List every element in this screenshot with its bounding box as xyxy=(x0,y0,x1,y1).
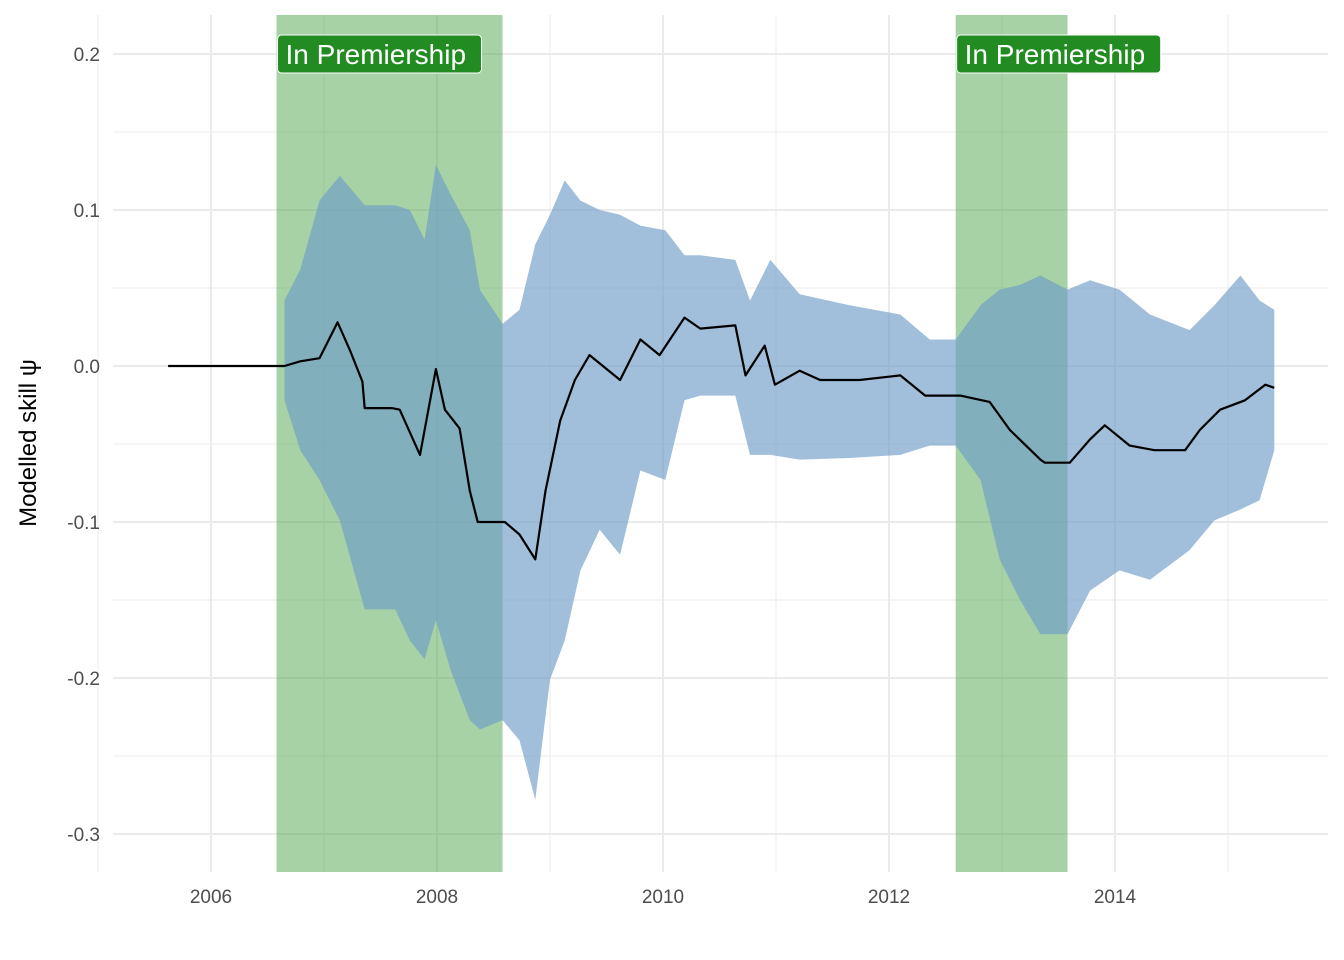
y-tick-label: -0.1 xyxy=(67,513,100,534)
x-tick-label: 2014 xyxy=(1094,887,1137,908)
x-tick-label: 2012 xyxy=(868,887,910,908)
uncertainty-band xyxy=(284,164,1275,800)
region-label: In Premiership xyxy=(286,39,467,70)
y-tick-label: 0.2 xyxy=(74,45,100,66)
y-tick-label: 0.1 xyxy=(74,201,100,222)
y-tick-label: -0.3 xyxy=(67,825,100,846)
region-label: In Premiership xyxy=(965,39,1146,70)
region-labels: In Premiership In Premiership xyxy=(277,34,1162,74)
x-tick-label: 2006 xyxy=(190,887,232,908)
region-label-box xyxy=(277,34,483,74)
x-axis-ticks: 2006 2008 2010 2012 2014 xyxy=(190,887,1137,908)
skill-line xyxy=(168,316,1275,561)
y-tick-label: 0.0 xyxy=(74,357,100,378)
x-tick-label: 2008 xyxy=(416,887,458,908)
region-label-box xyxy=(956,34,1162,74)
y-axis-ticks: 0.2 0.1 0.0 -0.1 -0.2 -0.3 xyxy=(67,45,100,846)
y-axis-label: Modelled skill ψ xyxy=(15,359,42,527)
y-tick-label: -0.2 xyxy=(67,669,100,690)
x-tick-label: 2010 xyxy=(642,887,684,908)
